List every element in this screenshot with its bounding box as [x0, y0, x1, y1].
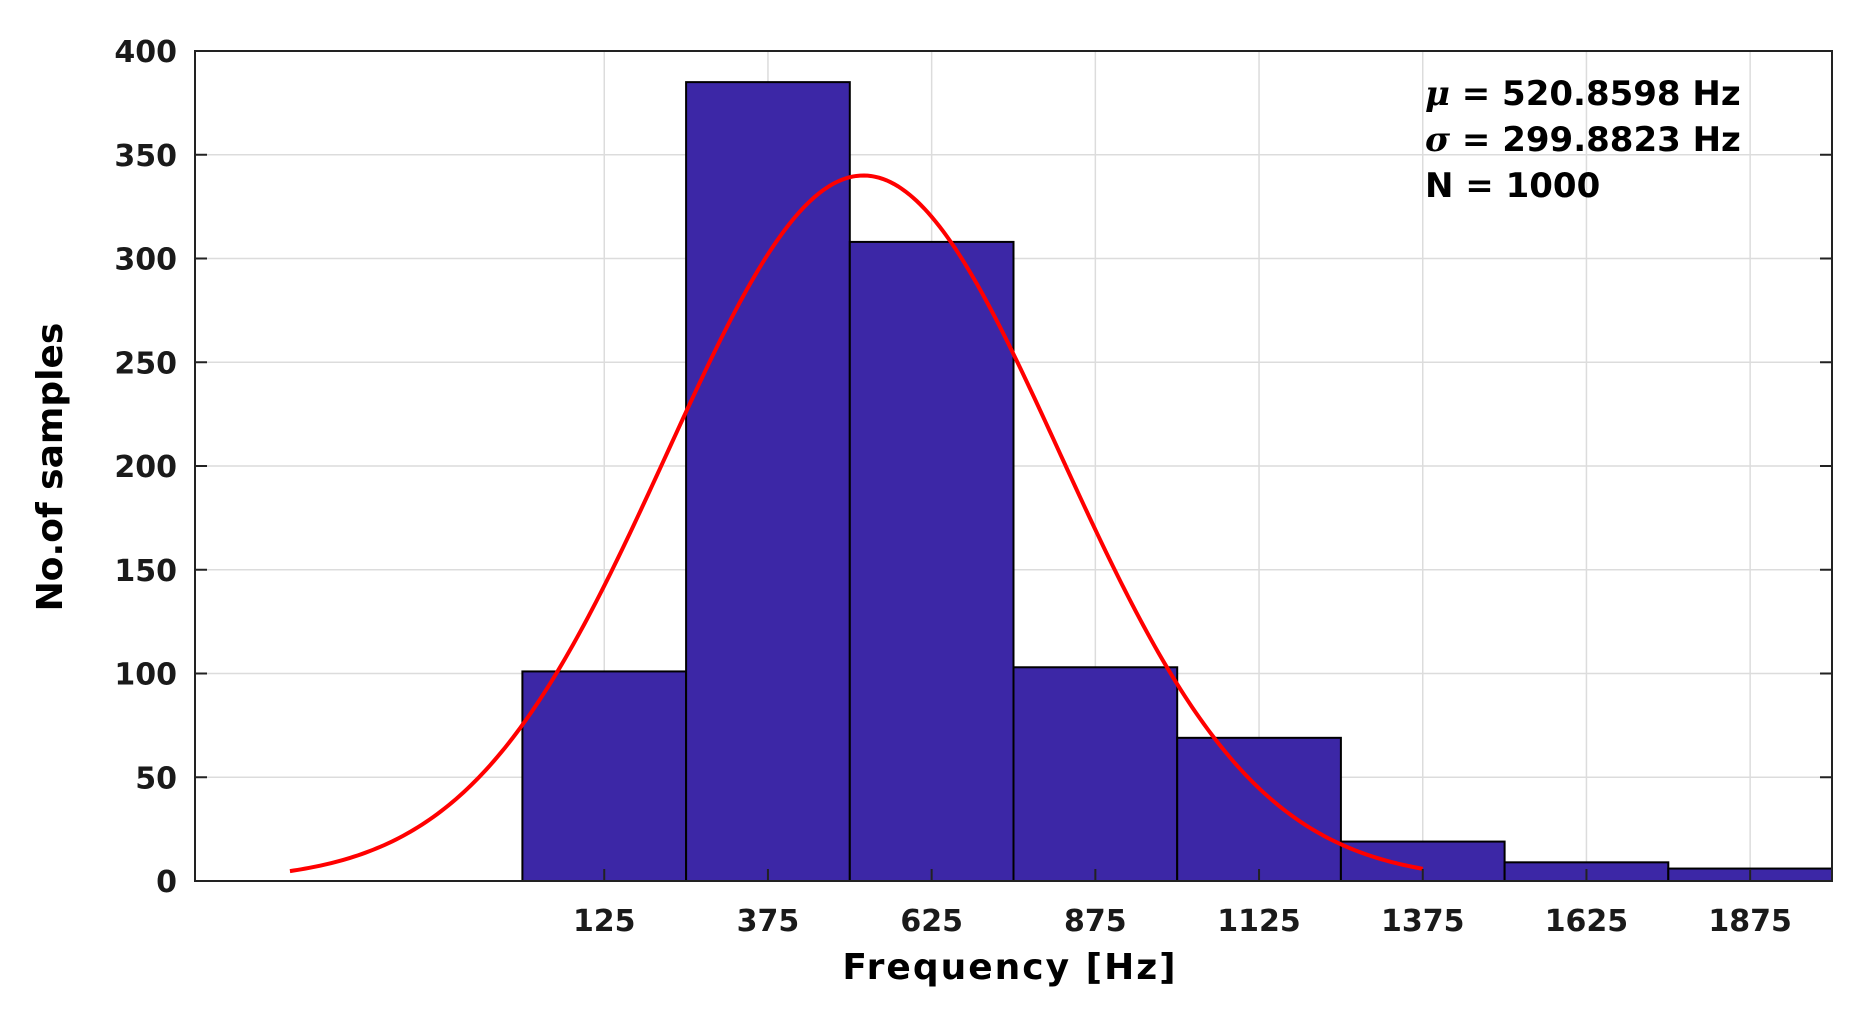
x-tick-label-1625: 1625	[1545, 904, 1629, 939]
mean-annotation: μ = 520.8598 Hz	[1425, 74, 1741, 114]
x-tick-label-625: 625	[900, 904, 963, 939]
std-annotation: σ = 299.8823 Hz	[1425, 120, 1741, 160]
y-tick-label-100: 100	[114, 658, 177, 693]
x-tick-label-1875: 1875	[1708, 904, 1792, 939]
std-value: = 299.8823 Hz	[1450, 120, 1741, 160]
histogram-bar-625	[848, 240, 1015, 882]
histogram-bar-125	[521, 670, 688, 882]
x-tick-label-1125: 1125	[1217, 904, 1301, 939]
y-tick-label-400: 400	[114, 35, 177, 70]
y-tick-label-350: 350	[114, 139, 177, 174]
y-tick-label-200: 200	[114, 450, 177, 485]
x-tick-label-375: 375	[737, 904, 800, 939]
histogram-bar-1125	[1176, 736, 1342, 883]
histogram-bars	[521, 81, 1834, 883]
x-tick-label-1375: 1375	[1381, 904, 1465, 939]
y-tick-label-50: 50	[135, 761, 177, 796]
x-axis-ticks: 125 375 625 875 1125 1375 1625 1875	[573, 869, 1792, 939]
normal-fit-curve	[289, 173, 1424, 874]
y-axis-ticks: 0 50 100 150 200 250 300 350 400	[114, 35, 1832, 900]
y-axis-title: No.of samples	[30, 323, 71, 612]
y-tick-label-300: 300	[114, 243, 177, 278]
x-tick-label-875: 875	[1064, 904, 1127, 939]
y-tick-label-250: 250	[114, 346, 177, 381]
mean-value: = 520.8598 Hz	[1450, 74, 1741, 114]
y-tick-label-150: 150	[114, 554, 177, 589]
count-value: N = 1000	[1425, 166, 1600, 206]
stats-annotation: μ = 520.8598 Hz σ = 299.8823 Hz N = 1000	[1425, 74, 1741, 206]
mean-symbol: μ	[1425, 74, 1450, 114]
histogram-bar-375	[685, 81, 851, 882]
x-axis-title: Frequency [Hz]	[842, 947, 1177, 988]
x-tick-label-125: 125	[573, 904, 636, 939]
y-tick-label-0: 0	[156, 865, 177, 900]
histogram-bar-875	[1012, 666, 1179, 883]
sigma-symbol: σ	[1425, 120, 1451, 160]
count-annotation: N = 1000	[1425, 166, 1600, 206]
